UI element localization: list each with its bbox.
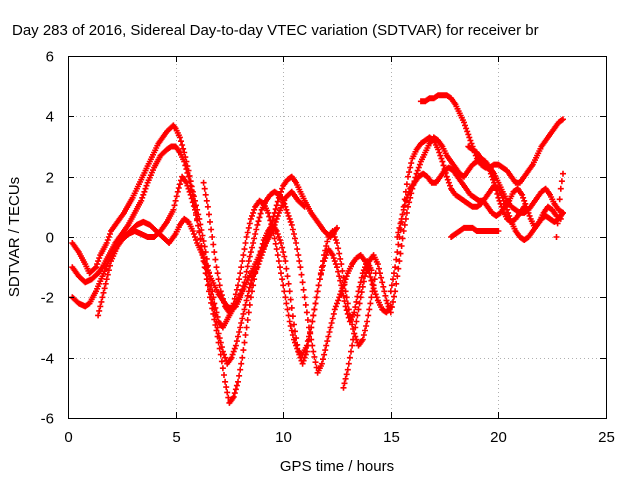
series-points bbox=[448, 224, 502, 240]
x-tick-label: 0 bbox=[64, 429, 72, 446]
y-tick-label: 2 bbox=[46, 170, 54, 187]
y-tick-label: -2 bbox=[41, 290, 54, 307]
series-3 bbox=[69, 173, 375, 406]
series-points bbox=[95, 188, 394, 376]
series-points bbox=[69, 173, 375, 406]
series-10 bbox=[448, 224, 502, 240]
series-points bbox=[394, 164, 564, 240]
axis-ticks: 0 5 10 15 20 25 -6 -4 -2 0 2 4 6 bbox=[41, 49, 615, 447]
x-tick-label: 25 bbox=[598, 429, 615, 446]
y-tick-label: 6 bbox=[46, 49, 54, 66]
x-tick-label: 20 bbox=[490, 429, 507, 446]
data-points bbox=[69, 92, 566, 406]
series-points bbox=[553, 170, 566, 240]
chart-title: Day 283 of 2016, Sidereal Day-to-day VTE… bbox=[12, 22, 539, 39]
series-5 bbox=[200, 179, 379, 358]
y-tick-label: -6 bbox=[41, 411, 54, 428]
series-points bbox=[465, 143, 528, 225]
x-tick-label: 15 bbox=[383, 429, 400, 446]
y-axis-label: SDTVAR / TECUs bbox=[6, 177, 23, 297]
y-tick-label: 0 bbox=[46, 230, 54, 247]
series-1 bbox=[69, 122, 308, 331]
x-tick-label: 10 bbox=[275, 429, 292, 446]
x-tick-label: 5 bbox=[172, 429, 180, 446]
y-tick-label: -4 bbox=[41, 351, 54, 368]
series-points bbox=[200, 179, 379, 358]
series-8 bbox=[394, 164, 564, 240]
series-11 bbox=[465, 143, 528, 225]
series-12 bbox=[553, 170, 566, 240]
series-points bbox=[69, 122, 308, 331]
series-4 bbox=[95, 188, 394, 376]
x-axis-label: GPS time / hours bbox=[280, 458, 394, 475]
y-tick-label: 4 bbox=[46, 109, 54, 126]
